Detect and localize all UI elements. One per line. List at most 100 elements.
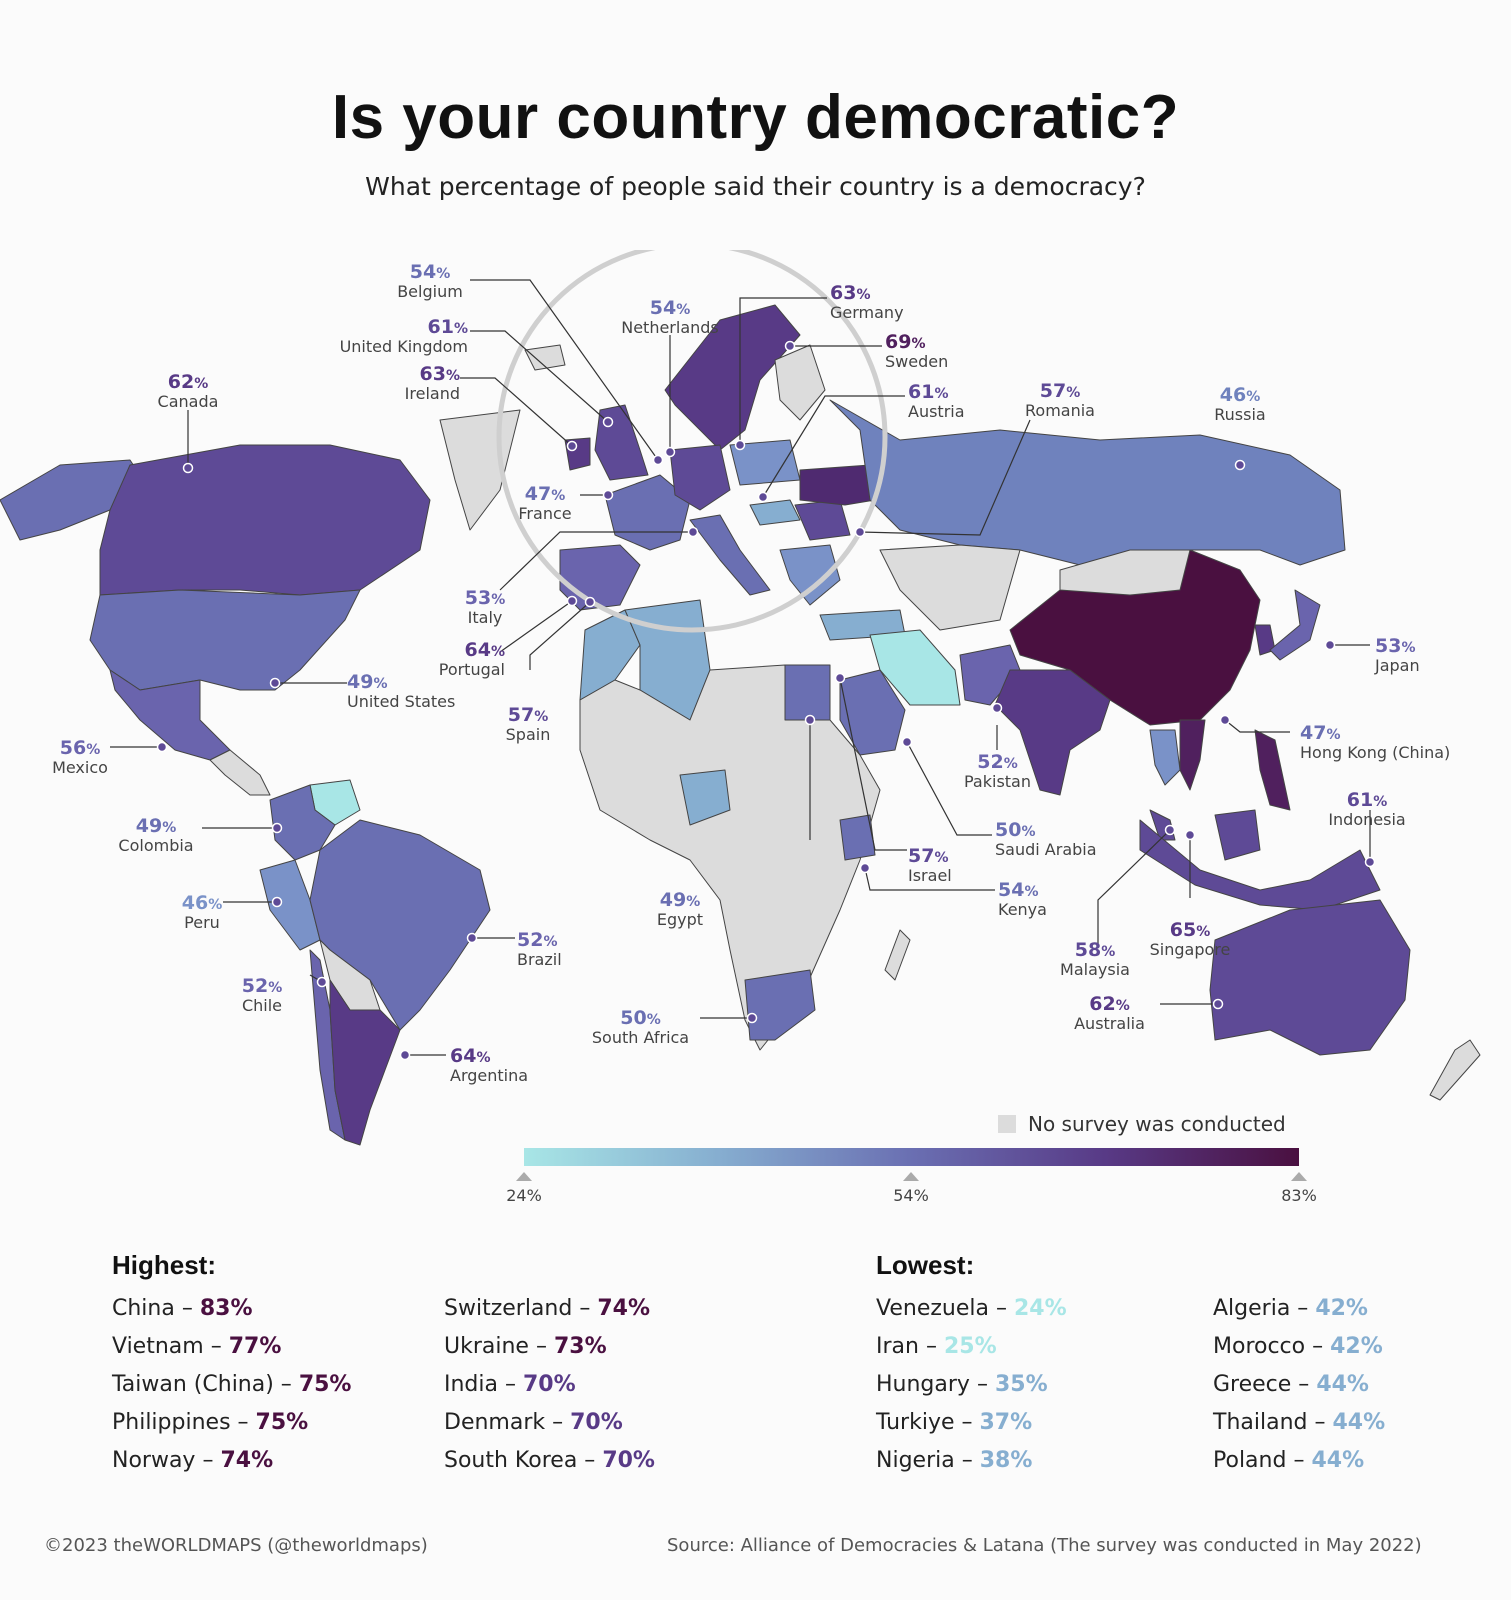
rank-separator: – — [528, 1334, 554, 1359]
dot-romania — [854, 526, 866, 538]
label-russia: 46% Russia — [1214, 384, 1266, 424]
label-sweden: 69% Sweden — [885, 331, 949, 371]
kenya-shape — [839, 814, 876, 861]
dot-us — [269, 677, 281, 689]
rank-country: Poland — [1213, 1448, 1287, 1473]
rank-country: Taiwan (China) — [112, 1372, 274, 1397]
leader-italy — [499, 531, 693, 591]
rank-row: Poland – 44% — [1213, 1442, 1385, 1480]
rank-separator: – — [988, 1296, 1014, 1321]
leader-austria — [762, 395, 905, 498]
no-survey-swatch — [998, 1115, 1016, 1133]
rank-value: 24% — [1013, 1296, 1067, 1321]
rank-row: Ukraine – 73% — [444, 1328, 655, 1366]
rank-value: 75% — [255, 1410, 309, 1435]
balkans-shape — [779, 544, 841, 606]
leader-germany — [739, 297, 827, 445]
dot-pakistan — [991, 702, 1003, 714]
scale-mid-label: 54% — [893, 1186, 929, 1205]
page-subtitle: What percentage of people said their cou… — [365, 172, 1146, 201]
rank-country: Vietnam — [112, 1334, 204, 1359]
dot-france — [602, 489, 614, 501]
india-shape — [994, 669, 1111, 796]
japan-shape — [1269, 589, 1321, 661]
label-germany: 63% Germany — [830, 282, 904, 322]
rank-row: South Korea – 70% — [444, 1442, 655, 1480]
label-netherlands: 54% Netherlands — [621, 297, 719, 337]
rank-value: 44% — [1316, 1372, 1369, 1397]
rank-value: 42% — [1330, 1334, 1383, 1359]
dot-southafrica — [746, 1012, 758, 1024]
rank-row: Morocco – 42% — [1213, 1328, 1385, 1366]
rank-separator: – — [195, 1448, 221, 1473]
mongolia-shape — [1059, 549, 1191, 596]
dot-italy — [687, 526, 699, 538]
label-hongkong: 47% Hong Kong (China) — [1300, 722, 1451, 762]
rank-value: 44% — [1332, 1410, 1386, 1435]
rank-country: Morocco — [1213, 1334, 1306, 1359]
label-southafrica: 50% South Africa — [591, 1007, 690, 1047]
leader-kenya — [864, 867, 995, 891]
dot-canada — [182, 462, 194, 474]
rank-row: Algeria – 42% — [1213, 1290, 1385, 1328]
rank-country: Greece — [1213, 1372, 1292, 1397]
rank-row: Denmark – 70% — [444, 1404, 655, 1442]
scale-min-label: 24% — [506, 1186, 542, 1205]
label-austria: 61% Austria — [908, 381, 965, 421]
scale-tick-max — [1291, 1172, 1307, 1181]
lowest-heading: Lowest: — [876, 1250, 975, 1280]
rank-separator: – — [969, 1372, 995, 1397]
dot-peru — [271, 896, 283, 908]
land-shapes — [0, 304, 1481, 1146]
rank-separator: – — [577, 1448, 603, 1473]
rank-separator: – — [230, 1410, 256, 1435]
rank-country: Thailand — [1213, 1410, 1308, 1435]
rank-row: Thailand – 44% — [1213, 1404, 1385, 1442]
dot-israel — [834, 672, 846, 684]
label-colombia: 49% Colombia — [118, 815, 194, 855]
label-pakistan: 52% Pakistan — [964, 751, 1031, 791]
leader-malaysia — [1097, 829, 1171, 945]
rank-row: Norway – 74% — [112, 1442, 351, 1480]
philippines-shape — [1254, 729, 1291, 811]
nigeria-shape — [679, 769, 731, 826]
rank-separator: – — [572, 1296, 598, 1321]
rank-separator: – — [1286, 1448, 1312, 1473]
rank-row: Vietnam – 77% — [112, 1328, 351, 1366]
rank-value: 74% — [597, 1296, 650, 1321]
rank-value: 25% — [943, 1334, 997, 1359]
rank-value: 42% — [1315, 1296, 1368, 1321]
dot-indonesia — [1364, 856, 1376, 868]
italy-shape — [689, 514, 771, 596]
label-peru: 46% Peru — [181, 892, 223, 932]
rank-separator: – — [273, 1372, 299, 1397]
leader-spain — [529, 601, 591, 670]
rank-row: India – 70% — [444, 1366, 655, 1404]
scandinavia-shape — [664, 304, 801, 451]
rank-value: 75% — [298, 1372, 352, 1397]
usa-shape — [89, 589, 361, 691]
rank-separator: – — [1291, 1372, 1317, 1397]
dot-austria — [757, 491, 769, 503]
dot-saudi — [901, 736, 913, 748]
uk-shape — [594, 404, 649, 481]
rank-country: Turkiye — [876, 1410, 955, 1435]
rank-country: Ukraine — [444, 1334, 529, 1359]
leader-uk — [470, 330, 609, 423]
anchor-dots — [156, 340, 1376, 1061]
indonesia-shape — [1139, 819, 1381, 911]
dot-egypt — [804, 714, 816, 726]
rank-country: Philippines — [112, 1410, 231, 1435]
colombia-shape — [269, 784, 336, 861]
label-canada: 62% Canada — [157, 371, 219, 411]
rank-separator: – — [1290, 1296, 1316, 1321]
rank-separator: – — [954, 1410, 980, 1435]
label-saudi: 50% Saudi Arabia — [995, 819, 1097, 859]
france-shape — [604, 474, 691, 551]
dot-sweden — [784, 340, 796, 352]
europe-magnifier — [496, 250, 888, 633]
ukraine-shape — [799, 464, 876, 506]
rank-row: Greece – 44% — [1213, 1366, 1385, 1404]
rank-value: 38% — [979, 1448, 1033, 1473]
rank-row: Turkiye – 37% — [876, 1404, 1067, 1442]
